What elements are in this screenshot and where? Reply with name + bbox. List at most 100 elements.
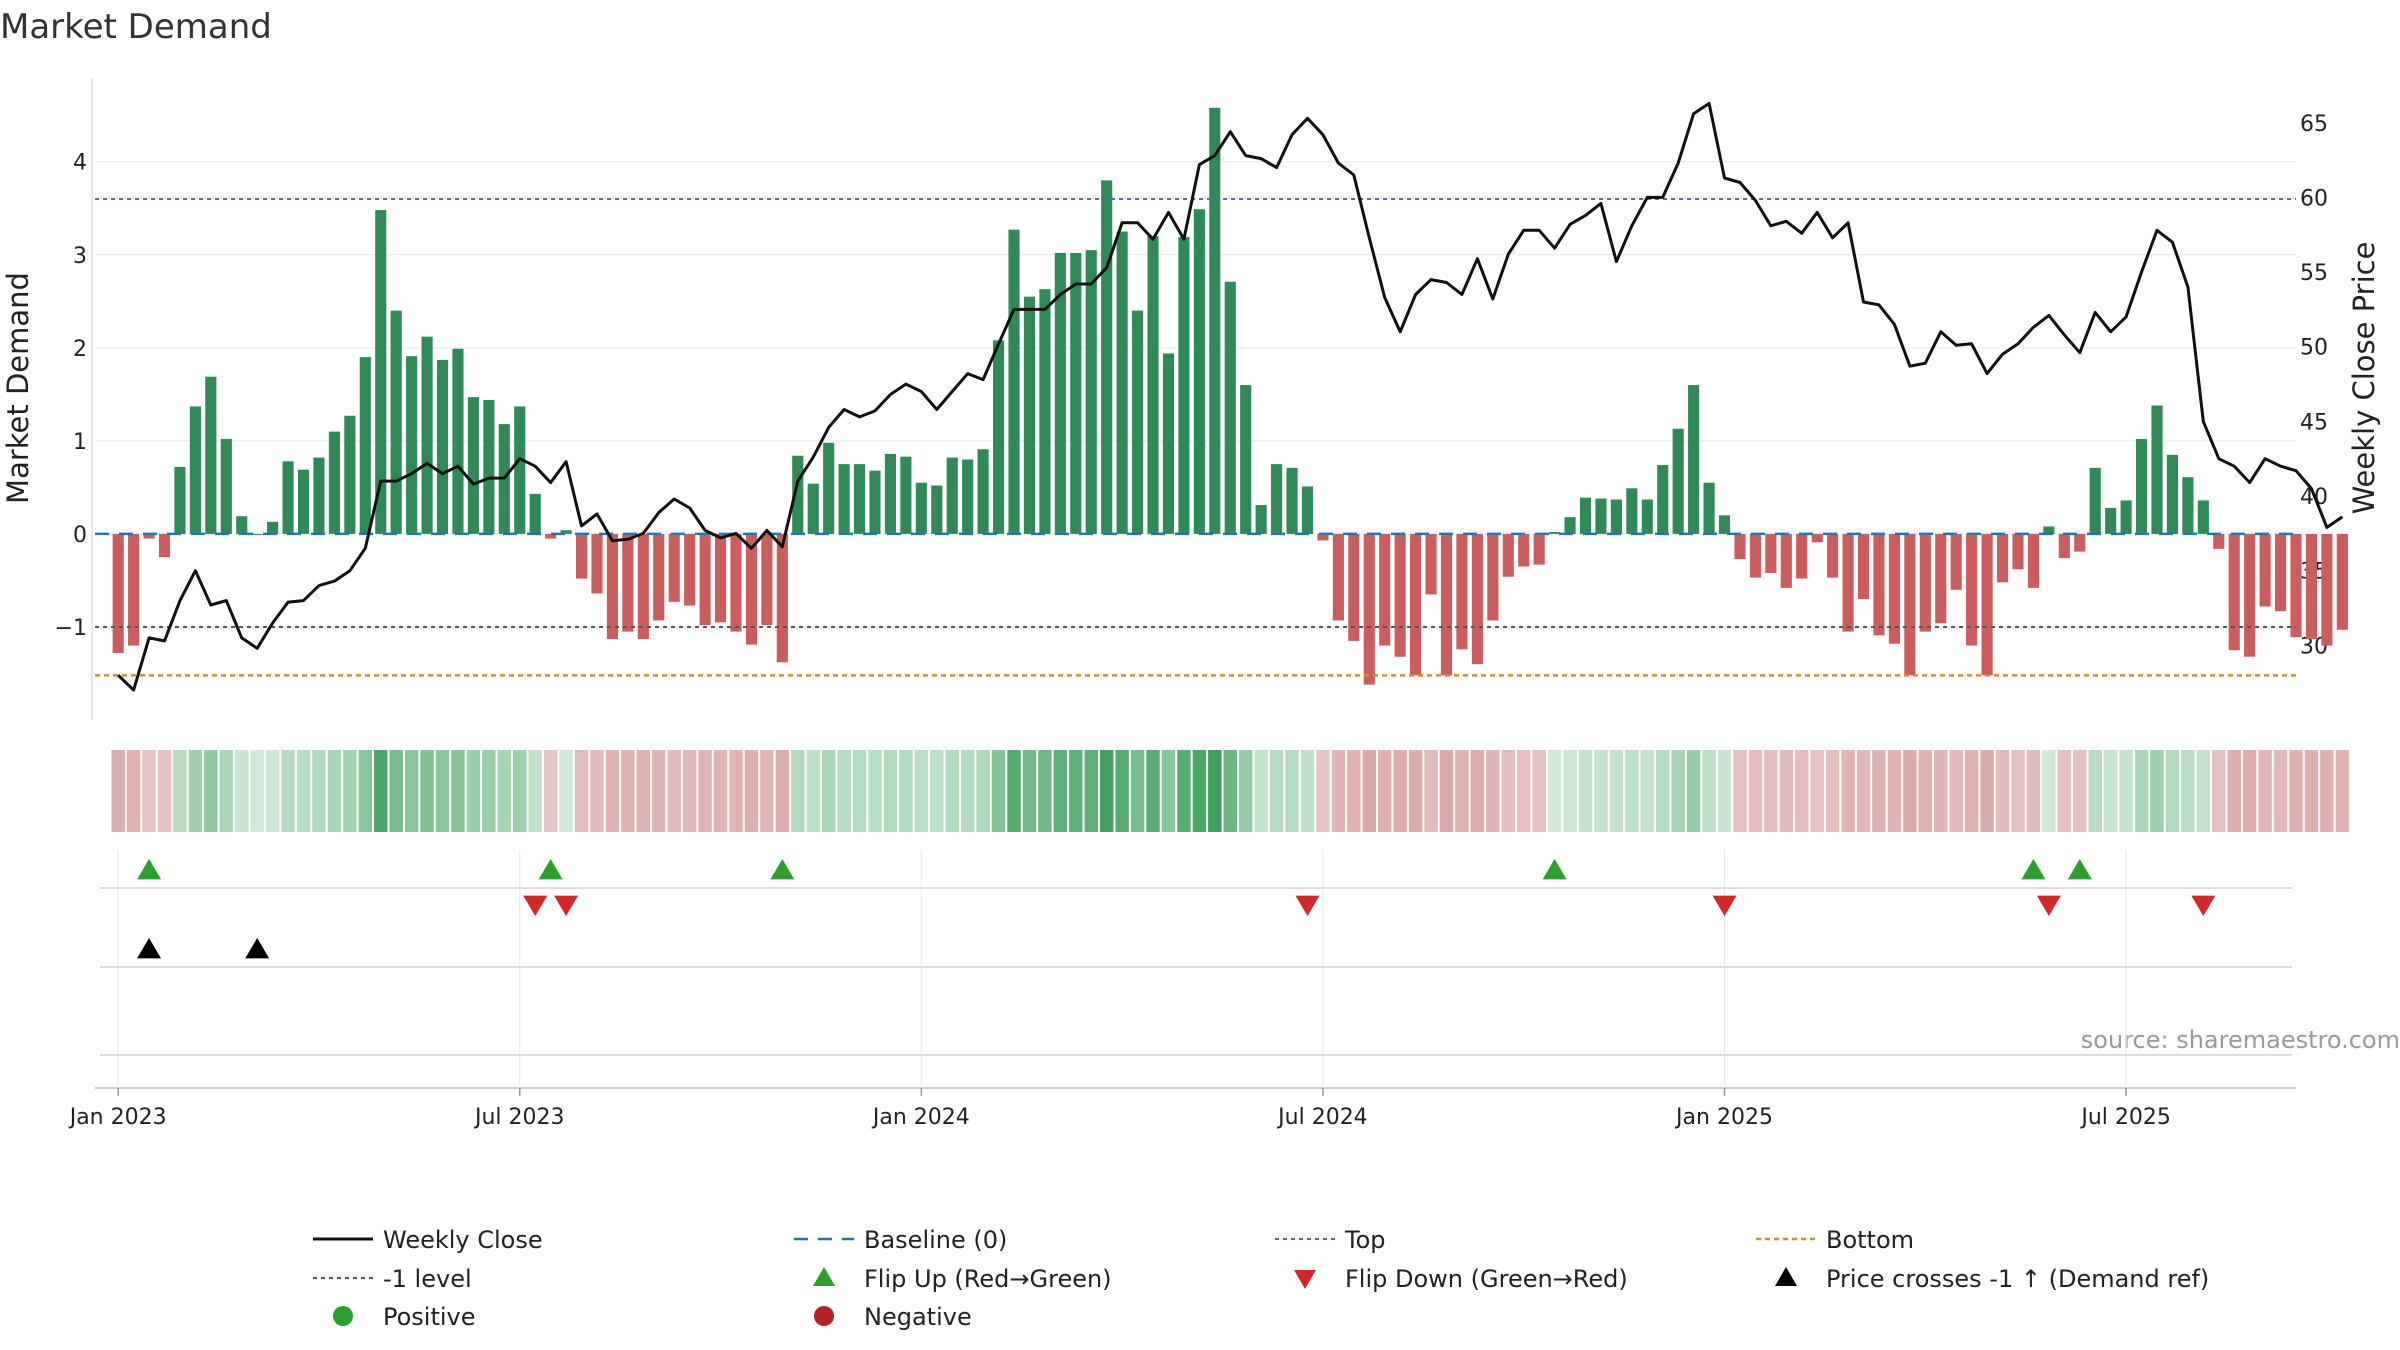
heat-cell [1841, 750, 1855, 832]
heat-cell [1964, 750, 1979, 832]
legend-item-close: Weekly Close [313, 1226, 543, 1254]
legend-label: Top [1344, 1226, 1386, 1254]
legend-label: Negative [864, 1303, 972, 1331]
heat-cell [1084, 750, 1098, 832]
demand-bar [2074, 533, 2086, 552]
heat-cell [1223, 750, 1237, 832]
source-note: source: sharemaestro.com [2081, 1026, 2400, 1054]
heat-cell [1470, 750, 1485, 832]
demand-bar [143, 533, 155, 539]
heat-cell [2242, 750, 2257, 832]
demand-bar [1811, 533, 1823, 543]
demand-bar [1440, 533, 1453, 676]
heat-cell [1424, 750, 1438, 832]
demand-bar [1641, 499, 1653, 534]
heat-cell [1686, 750, 1701, 832]
demand-bar [251, 533, 263, 535]
demand-bar [900, 456, 912, 534]
demand-bar [483, 399, 495, 534]
demand-bar [1456, 533, 1468, 650]
heat-cell [2088, 750, 2102, 832]
legend-item-baseline: Baseline (0) [794, 1226, 1007, 1254]
demand-bar [1023, 296, 1036, 534]
demand-bar [1162, 353, 1175, 534]
demand-bar [653, 533, 665, 621]
heat-cell [2103, 750, 2118, 832]
heat-cell [1099, 750, 1114, 832]
demand-bar [267, 521, 279, 534]
y-tick-label: 0 [73, 523, 87, 548]
heat-cell [1377, 750, 1392, 832]
heat-cell [1439, 750, 1454, 832]
heat-cell [1856, 750, 1871, 832]
demand-bar [1147, 236, 1159, 534]
demand-bar [1796, 533, 1808, 579]
legend-swatch [813, 1267, 835, 1286]
demand-bar [668, 533, 680, 602]
legend-label: Bottom [1826, 1226, 1914, 1254]
demand-bar [1410, 533, 1422, 676]
heat-cell [528, 750, 542, 832]
heat-cell [1733, 750, 1747, 832]
heat-cell [1007, 750, 1021, 832]
demand-bar [1950, 533, 1962, 590]
demand-bar [1672, 428, 1684, 534]
legend-label: Flip Down (Green→Red) [1345, 1265, 1628, 1293]
heat-cell [1825, 750, 1840, 832]
heat-cell [2273, 750, 2288, 832]
heat-cell [2150, 750, 2164, 832]
heat-cell [2227, 750, 2241, 832]
demand-bar [2228, 533, 2240, 651]
heat-cell [1779, 750, 1794, 832]
demand-bar [1039, 289, 1051, 534]
demand-bar [2105, 507, 2117, 534]
heat-cell [821, 750, 836, 832]
heat-cell [1532, 750, 1546, 832]
demand-bar [1348, 533, 1360, 641]
demand-bar [622, 533, 634, 632]
y2-tick-label: 50 [2300, 336, 2328, 361]
x-tick-label: Jan 2024 [871, 1105, 970, 1130]
heat-cell [852, 750, 867, 832]
heat-cell [1795, 750, 1809, 832]
heat-cell [1069, 750, 1083, 832]
heat-cell [1285, 750, 1299, 832]
legend-swatch [1294, 1270, 1316, 1289]
demand-bar [1209, 107, 1221, 534]
heat-cell [1130, 750, 1145, 832]
demand-bar [2166, 454, 2178, 534]
demand-bar [1363, 533, 1375, 685]
demand-bar [2120, 500, 2132, 534]
flip-up-marker [2067, 859, 2092, 880]
heat-cell [1208, 750, 1222, 832]
heat-cell [1594, 750, 1608, 832]
heat-cell [1980, 750, 1994, 832]
demand-bar [421, 336, 433, 534]
legend-item-neg: Negative [814, 1303, 972, 1331]
legend-item-pos: Positive [333, 1303, 476, 1331]
heat-cell [605, 750, 620, 832]
heat-cell [960, 750, 975, 832]
demand-bar [1857, 533, 1870, 600]
demand-bar [853, 464, 866, 534]
demand-bar [1904, 533, 1916, 676]
heat-cell [543, 750, 558, 832]
demand-bar [1734, 533, 1746, 560]
heat-cell [899, 750, 913, 832]
legend-label: Weekly Close [383, 1226, 543, 1254]
heat-cell [1254, 750, 1268, 832]
heat-cell [1053, 750, 1068, 832]
heat-cell [420, 750, 434, 832]
demand-bar [467, 397, 479, 534]
flip-down-marker [2036, 895, 2061, 916]
heat-cell [991, 750, 1006, 832]
heat-cell [1038, 750, 1052, 832]
demand-bar [1579, 497, 1592, 534]
heat-cell [1177, 750, 1191, 832]
demand-bar [1935, 533, 1947, 624]
y2-tick-label: 65 [2300, 112, 2328, 137]
demand-bar [1332, 533, 1344, 621]
heat-cell [2134, 750, 2149, 832]
legend: Weekly Close Baseline (0) Top Bottom -1 leve… [313, 1226, 2209, 1331]
demand-bar [1919, 533, 1931, 632]
